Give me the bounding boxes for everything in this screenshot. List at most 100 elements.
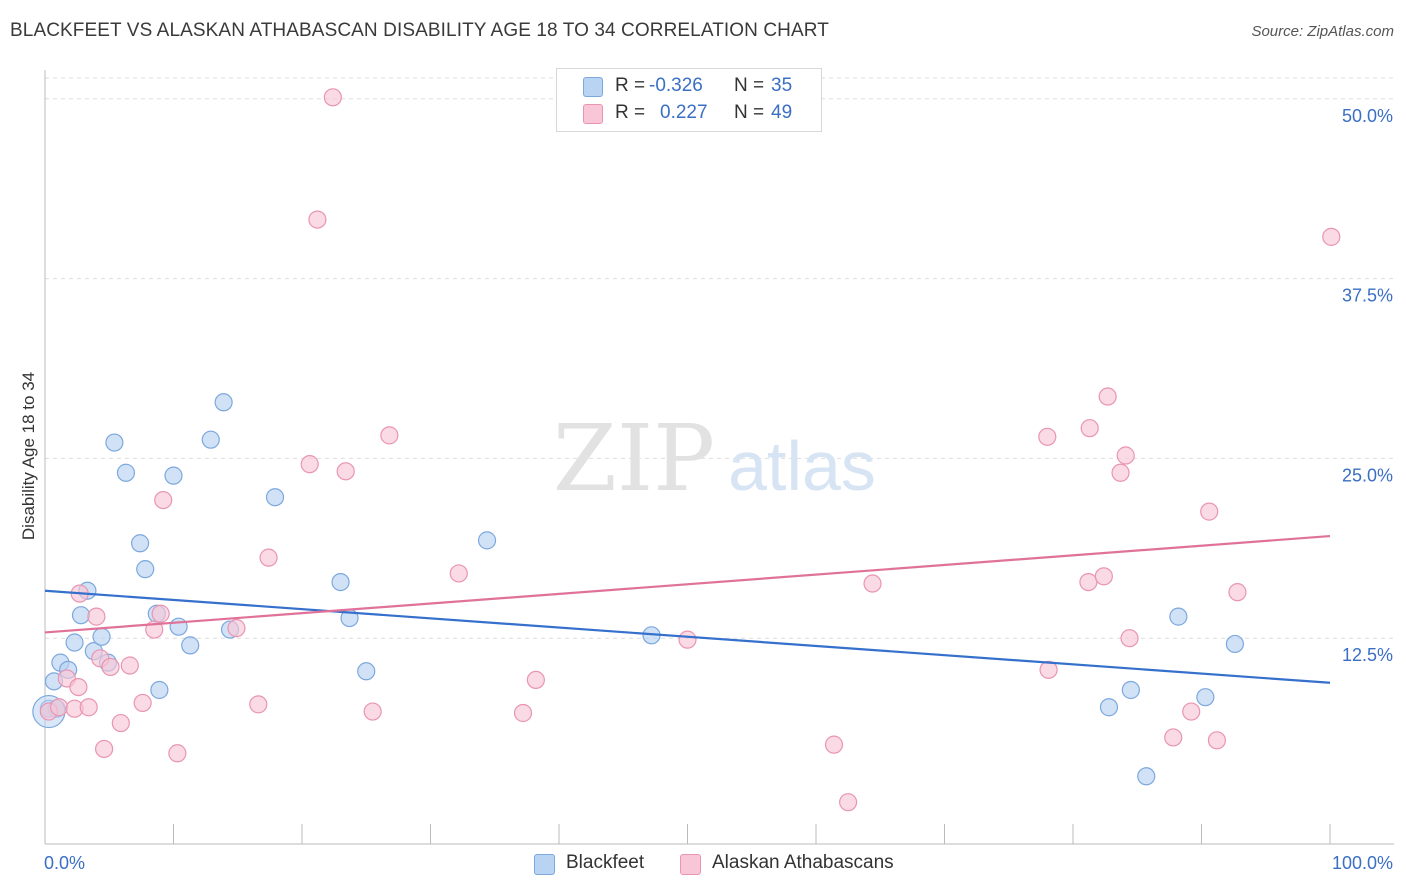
blackfeet-point (169, 617, 188, 636)
athabascan-point (69, 677, 88, 697)
athabascan-point (323, 88, 342, 107)
athabascan-point (1116, 446, 1135, 465)
blackfeet-point (1137, 767, 1156, 786)
athabascan-point (1039, 660, 1058, 679)
legend-label-athabascan: Alaskan Athabascans (712, 852, 894, 873)
correlation-legend: R = -0.326 N = 35 R = 0.227 N = 49 (556, 68, 822, 132)
blackfeet-point (181, 636, 200, 655)
athabascan-point (1228, 583, 1247, 602)
legend-n-label: N = (734, 102, 765, 123)
athabascan-point (79, 698, 98, 717)
legend-swatch-athabascan (680, 854, 701, 875)
athabascan-point (133, 693, 152, 713)
athabascan-point (1098, 387, 1117, 406)
chart-title: BLACKFEET VS ALASKAN ATHABASCAN DISABILI… (10, 20, 829, 41)
athabascan-points (39, 88, 1341, 812)
athabascan-point (1080, 419, 1099, 438)
watermark: ZIP atlas (553, 405, 876, 512)
legend-n-value: 49 (771, 102, 793, 123)
athabascan-point (111, 713, 130, 733)
athabascan-point (863, 574, 882, 593)
blackfeet-point (92, 627, 111, 646)
athabascan-point (101, 657, 120, 677)
gridlines (45, 77, 1394, 639)
blackfeet-point (71, 606, 91, 625)
trend-lines (44, 534, 1331, 684)
athabascan-point (449, 564, 468, 583)
athabascan-point (1182, 702, 1201, 721)
legend-r-value: 0.227 (660, 102, 708, 123)
athabascan-point (363, 702, 382, 721)
blackfeet-point (130, 534, 150, 553)
athabascan-point (380, 426, 399, 445)
blackfeet-point (136, 560, 155, 579)
legend-swatch-blackfeet (534, 854, 555, 875)
source-label: Source: ZipAtlas.com (1251, 23, 1394, 40)
x-tick-label: 0.0% (44, 853, 85, 873)
axes (44, 70, 1394, 845)
legend-r-label: R = (615, 75, 646, 96)
athabascan-point (1120, 629, 1139, 648)
blackfeet-point (357, 662, 376, 681)
athabascan-point (1079, 572, 1098, 592)
blackfeet-point (477, 531, 497, 550)
y-tick-label: 37.5% (1342, 286, 1393, 306)
athabascan-point (1164, 728, 1183, 747)
legend-r-label: R = (615, 102, 646, 123)
legend-label-blackfeet: Blackfeet (566, 852, 645, 873)
athabascan-point (1111, 463, 1130, 482)
athabascan-point (95, 739, 114, 759)
blackfeet-point (331, 572, 350, 592)
y-tick-label: 12.5% (1342, 645, 1393, 665)
athabascan-point (678, 630, 697, 649)
x-tick-label: 100.0% (1332, 853, 1393, 873)
athabascan-point (168, 744, 187, 763)
watermark-atlas: atlas (728, 427, 876, 505)
athabascan-point (1322, 227, 1341, 246)
athabascan-point (308, 210, 327, 229)
athabascan-point (526, 670, 545, 690)
athabascan-point (259, 548, 278, 567)
athabascan-point (1038, 427, 1057, 446)
series-legend: Blackfeet Alaskan Athabascans (0, 852, 1406, 878)
athabascan-trend-line (44, 534, 1331, 634)
athabascan-point (1207, 731, 1227, 750)
blackfeet-point (150, 680, 169, 700)
blackfeet-point (265, 488, 285, 507)
athabascan-point (824, 735, 844, 754)
tick-labels: 12.5% 25.0% 37.5% 50.0% 0.0% 100.0% (44, 106, 1393, 873)
blackfeet-point (65, 633, 84, 652)
blackfeet-point (116, 463, 136, 482)
athabascan-point (513, 703, 533, 723)
legend-n-value: 35 (771, 75, 793, 96)
athabascan-point (839, 793, 858, 812)
athabascan-point (87, 607, 106, 626)
blackfeet-point (1225, 634, 1245, 654)
athabascan-point (227, 619, 246, 638)
legend-swatch-blackfeet (583, 77, 603, 97)
blackfeet-point (1121, 680, 1140, 700)
y-tick-label: 50.0% (1342, 106, 1393, 126)
athabascan-point (151, 604, 170, 623)
blackfeet-point (201, 430, 220, 449)
athabascan-point (120, 656, 139, 675)
athabascan-point (249, 695, 268, 714)
blackfeet-point (164, 466, 183, 485)
blackfeet-point (214, 393, 233, 412)
blackfeet-point (1169, 607, 1188, 626)
athabascan-point (1094, 567, 1113, 586)
legend-r-value: -0.326 (649, 75, 703, 96)
athabascan-point (154, 491, 173, 510)
athabascan-point (50, 698, 69, 717)
blackfeet-point (1099, 698, 1119, 717)
blackfeet-point (105, 433, 124, 452)
athabascan-point (300, 455, 319, 474)
blackfeet-point (1196, 688, 1215, 707)
blackfeet-trend-line (44, 589, 1331, 684)
legend-swatch-athabascan (583, 104, 603, 124)
athabascan-point (336, 462, 355, 481)
y-tick-label: 25.0% (1342, 465, 1393, 485)
athabascan-point (1200, 502, 1219, 521)
legend-n-label: N = (734, 75, 765, 96)
